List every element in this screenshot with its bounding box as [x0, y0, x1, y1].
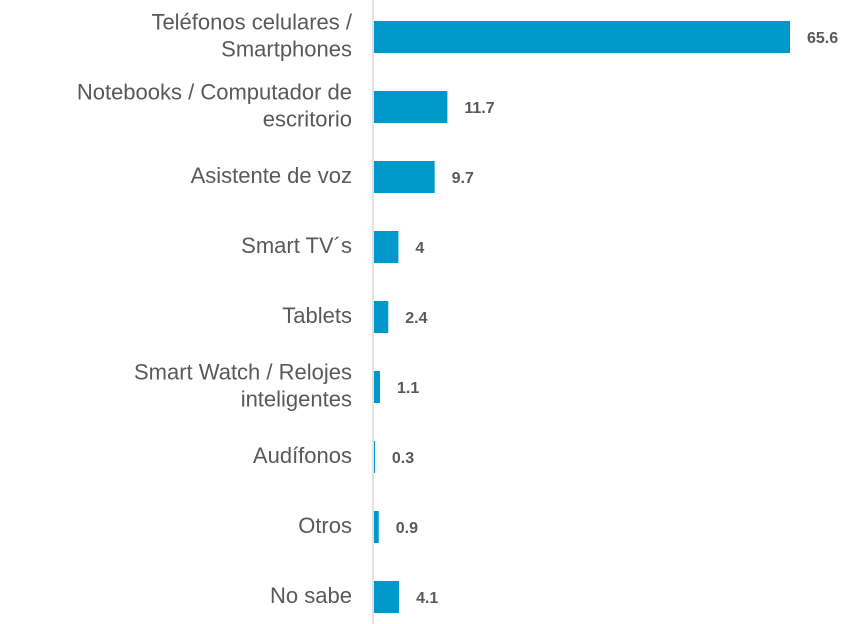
value-label: 11.7 — [464, 100, 494, 117]
bar — [374, 91, 448, 123]
category-label: Teléfonos celulares / — [151, 9, 352, 34]
bar — [374, 161, 435, 193]
category-label: Smartphones — [221, 36, 352, 61]
category-label: No sabe — [270, 583, 352, 608]
category-label: Smart Watch / Relojes — [134, 359, 352, 384]
bar — [374, 231, 399, 263]
value-label: 0.3 — [392, 450, 414, 467]
category-label: Asistente de voz — [191, 163, 352, 188]
bar — [374, 301, 389, 333]
bar — [374, 371, 380, 403]
bar — [374, 21, 790, 53]
category-label: Smart TV´s — [241, 233, 352, 258]
category-label: Notebooks / Computador de — [77, 79, 352, 104]
value-label: 4.1 — [416, 590, 438, 607]
value-label: 65.6 — [807, 30, 838, 47]
category-label: escritorio — [263, 106, 352, 131]
bar — [374, 441, 375, 473]
category-label: Audífonos — [253, 443, 352, 468]
value-label: 0.9 — [396, 520, 418, 537]
category-label: Tablets — [282, 303, 352, 328]
value-label: 9.7 — [452, 170, 474, 187]
bar — [374, 581, 400, 613]
category-label: Otros — [298, 513, 352, 538]
value-label: 1.1 — [397, 380, 419, 397]
category-label: inteligentes — [241, 386, 352, 411]
value-label: 4 — [415, 240, 424, 257]
value-label: 2.4 — [405, 310, 427, 327]
bar — [374, 511, 379, 543]
